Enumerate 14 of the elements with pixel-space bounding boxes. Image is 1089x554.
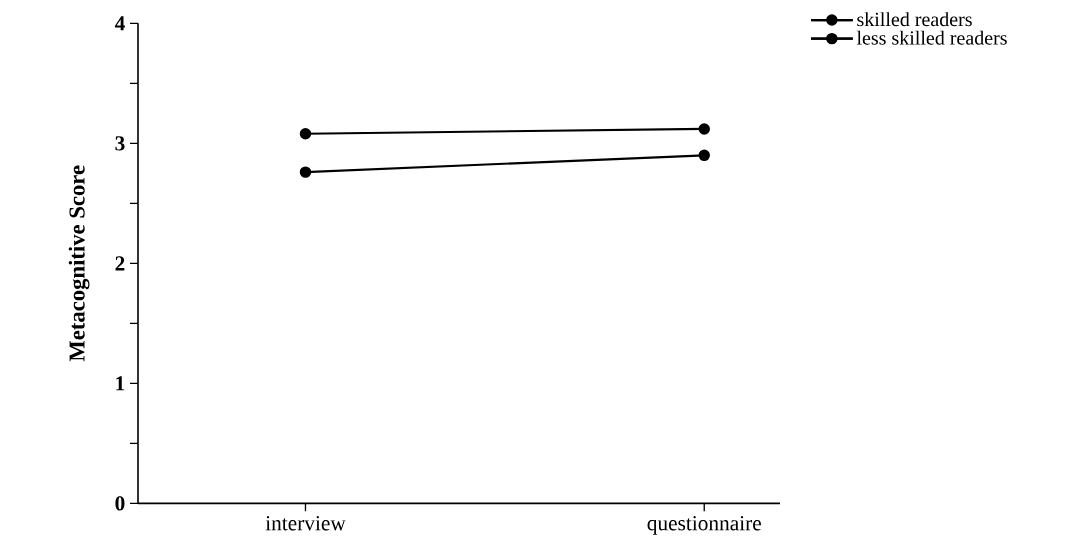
point xyxy=(299,166,312,178)
y-tick-label: 1 xyxy=(116,376,125,391)
legend-label: skilled readers xyxy=(857,12,972,27)
legend-label: less skilled readers xyxy=(856,30,1007,45)
x-tick-label: questionnaire xyxy=(647,516,761,535)
y-tick-label: 0 xyxy=(115,496,125,511)
point xyxy=(698,149,710,162)
y-tick-label: 3 xyxy=(115,136,125,151)
y-tick-label: 4 xyxy=(114,16,125,31)
x-tick-label: interview xyxy=(265,516,346,531)
point xyxy=(698,123,710,135)
y-axis-title: Metacognitive Score xyxy=(68,165,90,362)
point xyxy=(299,127,312,140)
y-tick-label: 2 xyxy=(115,256,125,271)
